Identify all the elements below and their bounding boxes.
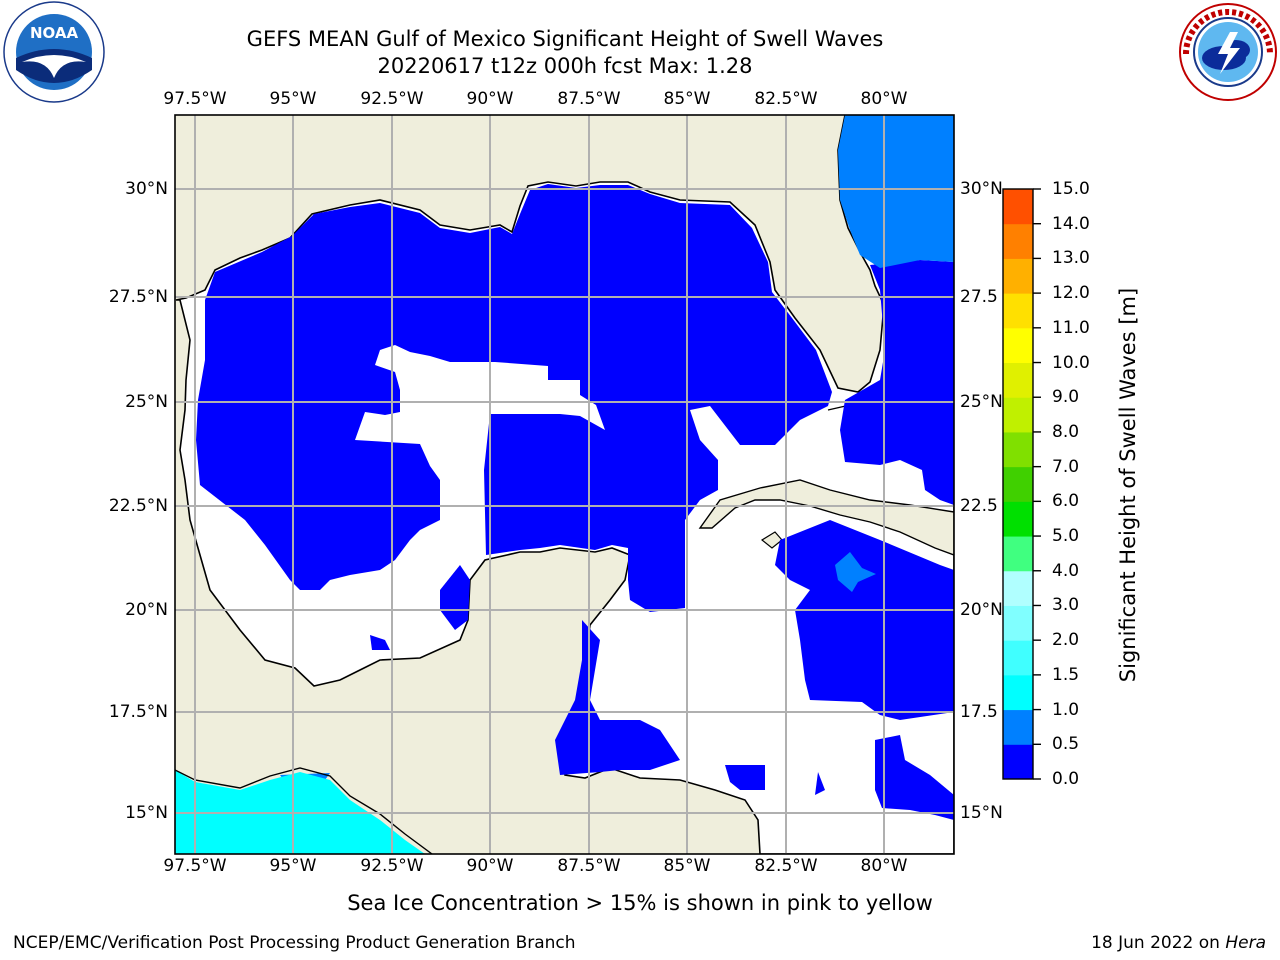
lat-tick-right: 15°N (960, 803, 1003, 823)
colorbar-segment (1003, 431, 1033, 468)
sea-ice-note: Sea Ice Concentration > 15% is shown in … (347, 891, 933, 915)
credit-line: NCEP/EMC/Verification Post Processing Pr… (13, 933, 576, 953)
colorbar-tick-label: 10.0 (1052, 352, 1090, 373)
map-frame (174, 114, 955, 855)
lon-tick-bottom: 85°W (663, 856, 711, 876)
lon-tick-bottom: 82.5°W (754, 856, 818, 876)
lon-tick-bottom: 97.5°W (163, 856, 227, 876)
lat-tick-left: 30°N (125, 179, 168, 199)
colorbar-segment (1003, 397, 1033, 433)
lon-tick-bottom: 95°W (269, 856, 317, 876)
lat-tick-right: 22.5 (960, 496, 998, 516)
lat-tick-right: 17.5 (960, 702, 998, 722)
colorbar-segment (1003, 189, 1033, 225)
colorbar-tick-label: 5.0 (1052, 526, 1080, 547)
chart-title: GEFS MEAN Gulf of Mexico Significant Hei… (246, 27, 884, 51)
lon-tick-top: 82.5°W (754, 89, 818, 109)
lat-tick-left: 15°N (125, 803, 168, 823)
colorbar-segment (1003, 223, 1033, 259)
colorbar-segment (1003, 293, 1033, 329)
colorbar-segment (1003, 709, 1033, 745)
lon-tick-top: 85°W (663, 89, 711, 109)
lat-tick-right: 30°N (960, 179, 1003, 199)
lat-tick-left: 25°N (125, 392, 168, 412)
svg-text:NOAA: NOAA (30, 24, 79, 42)
colorbar-segment (1003, 466, 1033, 502)
nws-logo (1179, 3, 1277, 101)
lon-tick-top: 90°W (466, 89, 514, 109)
lon-tick-top: 97.5°W (163, 89, 227, 109)
lon-tick-bottom: 92.5°W (360, 856, 424, 876)
colorbar-tick-label: 0.5 (1052, 734, 1080, 755)
colorbar-tick-label: 1.5 (1052, 664, 1080, 685)
lat-tick-right: 20°N (960, 600, 1003, 620)
lat-tick-right: 27.5 (960, 287, 998, 307)
colorbar-tick-label: 14.0 (1052, 213, 1090, 234)
lon-tick-bottom: 80°W (860, 856, 908, 876)
colorbar-tick-label: 1.0 (1052, 699, 1080, 720)
cuba-land (698, 479, 954, 556)
lat-tick-right: 25°N (960, 392, 1003, 412)
colorbar-tick-label: 3.0 (1052, 595, 1080, 616)
lat-tick-left: 22.5°N (108, 496, 168, 516)
lon-tick-top: 87.5°W (557, 89, 621, 109)
colorbar-tick-label: 11.0 (1052, 317, 1090, 338)
colorbar-tick-label: 9.0 (1052, 387, 1080, 408)
colorbar-segment (1003, 640, 1033, 676)
noaa-logo: NOAA (3, 1, 105, 103)
lon-tick-bottom: 87.5°W (557, 856, 621, 876)
colorbar-tick-label: 0.0 (1052, 769, 1080, 789)
generation-date: 18 Jun 2022 on Hera (1091, 933, 1266, 953)
colorbar-segment (1003, 258, 1033, 294)
colorbar-segment (1003, 570, 1033, 606)
colorbar-tick-label: 7.0 (1052, 456, 1080, 477)
lon-tick-bottom: 90°W (466, 856, 514, 876)
lon-tick-top: 92.5°W (360, 89, 424, 109)
colorbar-tick-label: 6.0 (1052, 491, 1080, 512)
colorbar-label: Significant Height of Swell Waves [m] (1116, 287, 1140, 683)
lon-tick-top: 80°W (860, 89, 908, 109)
colorbar-segment (1003, 744, 1033, 780)
colorbar-tick-label: 13.0 (1052, 248, 1090, 269)
colorbar-segment (1003, 327, 1033, 364)
lat-tick-left: 27.5°N (108, 287, 168, 307)
lat-tick-left: 17.5°N (108, 702, 168, 722)
colorbar-segment (1003, 674, 1033, 711)
colorbar-tick-label: 15.0 (1052, 179, 1090, 199)
colorbar-tick-label: 12.0 (1052, 283, 1090, 304)
colorbar-segment (1003, 605, 1033, 641)
lon-tick-top: 95°W (269, 89, 317, 109)
colorbar-tick-label: 4.0 (1052, 560, 1080, 581)
colorbar-tick-label: 2.0 (1052, 630, 1080, 651)
chart-subtitle: 20220617 t12z 000h fcst Max: 1.28 (377, 54, 753, 78)
colorbar-segment (1003, 362, 1033, 398)
lat-tick-left: 20°N (125, 600, 168, 620)
colorbar-segment (1003, 536, 1033, 572)
colorbar-segment (1003, 501, 1033, 537)
map-grid (175, 115, 954, 854)
colorbar-tick-label: 8.0 (1052, 421, 1080, 442)
